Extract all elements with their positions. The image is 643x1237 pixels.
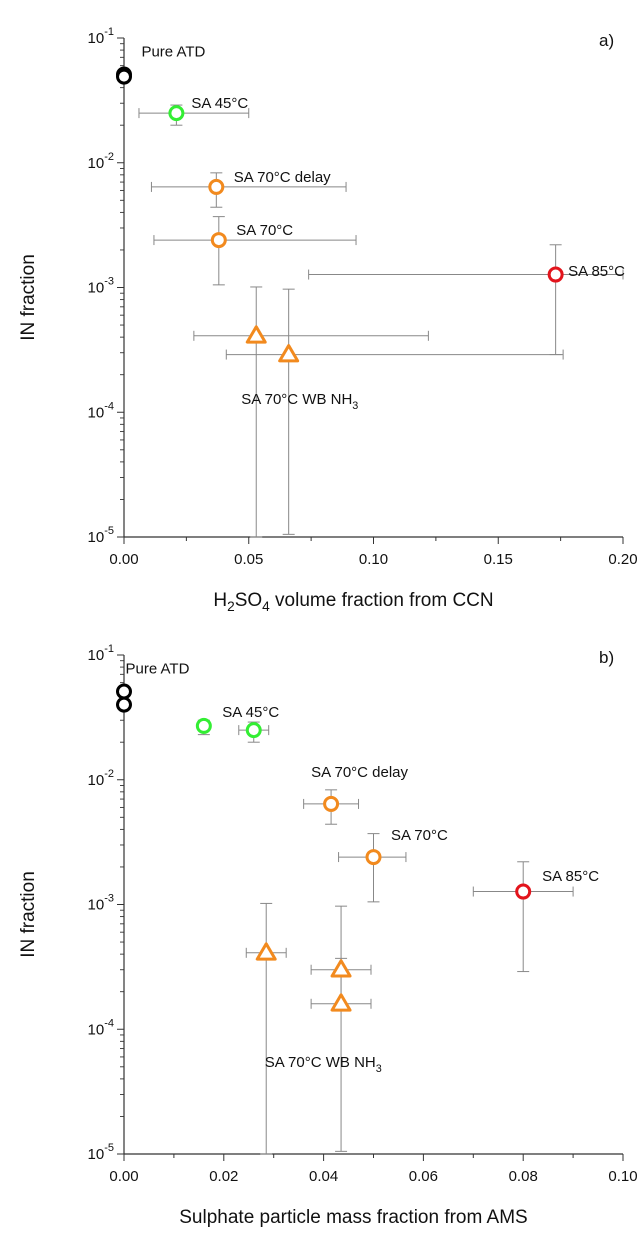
y-tick-label: 10-1: [88, 26, 114, 47]
data-point-triangle: [245, 325, 267, 344]
x-tick-label: 0.10: [608, 1168, 637, 1185]
data-annotation: Pure ATD: [125, 660, 189, 677]
data-point-circle: [365, 849, 382, 866]
chart-panel-b: 0.00 0.02 0.04 0.06 0.08 0.10 10-5 10-4 10-3 10-2…: [18, 643, 638, 1228]
y-tick-label: 10-1: [88, 643, 114, 664]
data-point-circle: [515, 883, 532, 900]
y-tick-label: 10-2: [88, 151, 114, 172]
data-annotation: SA 85°C: [568, 263, 625, 280]
chart-panel-a: 0.00 0.05 0.10 0.15 0.20 10-5 10-4 10-3 10-2 10-1…: [18, 26, 638, 614]
data-point-circle: [116, 68, 132, 85]
data-annotation: SA 70°C: [236, 222, 293, 239]
x-tick-label: 0.15: [484, 551, 513, 568]
y-tick-label: 10-5: [88, 1142, 114, 1163]
y-tick-label: 10-4: [88, 1017, 114, 1038]
y-tick-label: 10-4: [88, 400, 114, 421]
data-point-circle: [323, 795, 340, 812]
data-annotation: SA 70°C delay: [311, 764, 408, 781]
y-tick-label: 10-3: [88, 276, 114, 297]
data-point-circle: [245, 722, 262, 739]
x-tick-label: 0.08: [509, 1168, 538, 1185]
x-tick-label: 0.02: [209, 1168, 238, 1185]
data-annotation: SA 70°C WB NH3: [241, 391, 358, 412]
data-point-triangle: [330, 993, 352, 1012]
panel-label: b): [599, 648, 614, 667]
data-point-triangle: [330, 959, 352, 978]
data-point-circle: [116, 683, 132, 700]
data-point-circle: [168, 105, 185, 122]
x-tick-label: 0.00: [109, 1168, 138, 1185]
x-axis-title: Sulphate particle mass fraction from AMS: [179, 1207, 527, 1228]
x-tick-label: 0.05: [234, 551, 263, 568]
data-annotation: SA 70°C delay: [234, 169, 331, 186]
data-annotation: SA 70°C WB NH3: [265, 1054, 382, 1075]
data-point-triangle: [278, 344, 300, 363]
panel-label: a): [599, 31, 614, 50]
y-tick-label: 10-3: [88, 893, 114, 914]
data-annotation: Pure ATD: [141, 43, 205, 60]
data-annotation: SA 45°C: [191, 95, 248, 112]
x-tick-label: 0.20: [608, 551, 637, 568]
data-annotation: SA 85°C: [542, 868, 599, 885]
x-tick-label: 0.06: [409, 1168, 438, 1185]
data-annotation: SA 45°C: [222, 704, 279, 721]
data-point-circle: [208, 178, 225, 195]
data-point-circle: [210, 232, 227, 249]
x-axis-title: H2SO4 volume fraction from CCN: [213, 590, 493, 614]
y-axis-title: IN fraction: [18, 254, 39, 341]
data-point-circle: [547, 266, 564, 283]
y-tick-label: 10-2: [88, 768, 114, 789]
x-tick-label: 0.00: [109, 551, 138, 568]
data-point-triangle: [255, 942, 277, 961]
x-tick-label: 0.10: [359, 551, 388, 568]
y-axis-title: IN fraction: [18, 871, 39, 958]
data-annotation: SA 70°C: [391, 827, 448, 844]
x-tick-label: 0.04: [309, 1168, 338, 1185]
data-point-circle: [195, 717, 212, 734]
y-tick-label: 10-5: [88, 525, 114, 546]
data-point-circle: [116, 696, 132, 713]
